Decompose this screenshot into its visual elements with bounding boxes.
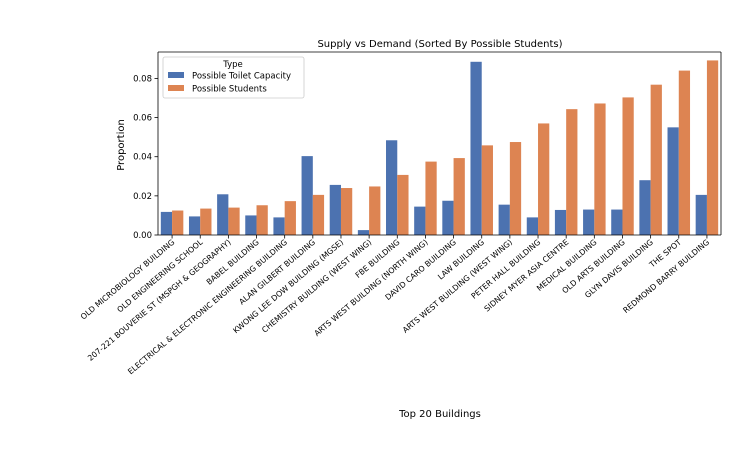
bar-students-3 bbox=[256, 205, 268, 235]
bar-toilet-capacity-19 bbox=[695, 194, 707, 235]
bar-students-13 bbox=[538, 123, 550, 235]
legend: Type Possible Toilet Capacity Possible S… bbox=[162, 56, 305, 99]
bar-toilet-capacity-12 bbox=[498, 204, 510, 235]
bar-toilet-capacity-3 bbox=[245, 215, 257, 235]
bar-students-5 bbox=[312, 194, 325, 235]
bar-toilet-capacity-13 bbox=[526, 217, 539, 235]
bar-toilet-capacity-18 bbox=[667, 127, 679, 235]
bar-toilet-capacity-2 bbox=[217, 194, 229, 235]
bar-students-11 bbox=[481, 145, 493, 235]
bar-students-16 bbox=[622, 97, 634, 235]
bars-layer bbox=[160, 60, 719, 235]
bar-students-1 bbox=[200, 208, 212, 235]
x-axis-label: Top 20 Buildings bbox=[398, 409, 481, 420]
chart-title: Supply vs Demand (Sorted By Possible Stu… bbox=[317, 39, 562, 50]
bar-toilet-capacity-10 bbox=[442, 200, 454, 235]
y-tick-label: 0.08 bbox=[133, 74, 152, 84]
bar-students-9 bbox=[425, 161, 437, 235]
bar-students-4 bbox=[284, 201, 296, 235]
legend-swatch-students bbox=[168, 85, 184, 91]
bar-toilet-capacity-0 bbox=[160, 211, 173, 235]
y-tick-label: 0.06 bbox=[133, 114, 152, 124]
y-tick-label: 0.02 bbox=[133, 192, 152, 202]
legend-title: Type bbox=[222, 60, 243, 70]
bar-toilet-capacity-8 bbox=[386, 140, 398, 235]
bar-students-17 bbox=[650, 84, 662, 235]
bar-toilet-capacity-1 bbox=[188, 216, 201, 235]
bar-students-7 bbox=[369, 186, 381, 235]
legend-label-toilet-capacity: Possible Toilet Capacity bbox=[192, 72, 291, 82]
bar-toilet-capacity-17 bbox=[639, 180, 651, 235]
legend-label-students: Possible Students bbox=[192, 85, 267, 95]
legend-swatch-toilet-capacity bbox=[168, 72, 184, 78]
y-tick-label: 0.04 bbox=[133, 153, 152, 163]
bar-students-19 bbox=[706, 60, 719, 235]
bar-toilet-capacity-16 bbox=[611, 209, 623, 235]
bar-students-14 bbox=[566, 109, 578, 235]
bar-students-18 bbox=[678, 70, 691, 235]
bar-toilet-capacity-14 bbox=[554, 209, 567, 235]
bar-toilet-capacity-6 bbox=[329, 184, 341, 235]
bar-toilet-capacity-5 bbox=[301, 156, 313, 235]
bar-students-6 bbox=[340, 188, 353, 235]
bar-toilet-capacity-9 bbox=[414, 206, 426, 235]
bar-students-10 bbox=[453, 158, 465, 235]
bar-students-2 bbox=[228, 207, 240, 235]
bar-students-0 bbox=[172, 210, 184, 235]
legend-box bbox=[162, 56, 305, 99]
bar-toilet-capacity-11 bbox=[470, 61, 482, 235]
bar-students-12 bbox=[509, 142, 522, 235]
y-axis-label: Proportion bbox=[116, 119, 127, 171]
bar-students-8 bbox=[397, 174, 409, 235]
bar-toilet-capacity-4 bbox=[273, 217, 285, 235]
y-ticks: 0.00 0.02 0.04 0.06 0.08 bbox=[133, 74, 158, 241]
bar-students-15 bbox=[594, 103, 606, 235]
bar-toilet-capacity-7 bbox=[357, 230, 370, 235]
bar-toilet-capacity-15 bbox=[583, 209, 595, 235]
y-tick-label: 0.00 bbox=[133, 231, 152, 241]
